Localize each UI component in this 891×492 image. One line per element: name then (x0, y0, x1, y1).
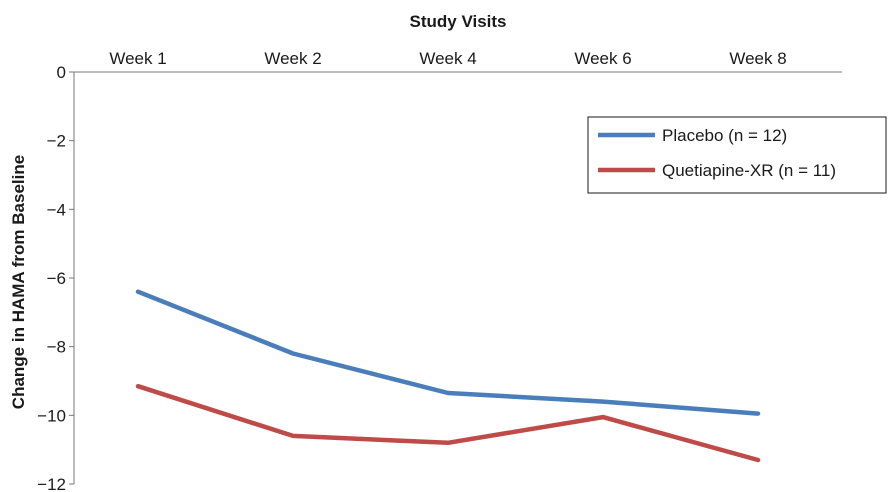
legend-box (587, 116, 887, 194)
series-line-placebo (135, 289, 761, 416)
series-lines (135, 289, 761, 463)
y-tick-label: −12 (37, 475, 66, 492)
x-tick-labels: Week 1 Week 2 Week 4 Week 6 Week 8 (109, 49, 786, 68)
x-tick-label: Week 8 (729, 49, 786, 68)
x-tick-label: Week 1 (109, 49, 166, 68)
y-tick-label: −2 (47, 132, 66, 151)
x-tick-label: Week 2 (264, 49, 321, 68)
y-tick-label: −4 (47, 200, 66, 219)
legend-label: Placebo (n = 12) (662, 126, 787, 145)
series-line-quetiapine-xr (135, 383, 761, 463)
legend: Placebo (n = 12) Quetiapine-XR (n = 11) (587, 116, 887, 194)
y-tick-labels: 0 −2 −4 −6 −8 −10 −12 (37, 63, 74, 492)
legend-label: Quetiapine-XR (n = 11) (662, 161, 836, 180)
x-tick-label: Week 4 (419, 49, 476, 68)
y-tick-label: 0 (57, 63, 66, 82)
y-axis-title: Change in HAMA from Baseline (9, 155, 28, 409)
x-tick-label: Week 6 (574, 49, 631, 68)
y-tick-label: −8 (47, 338, 66, 357)
x-axis-title: Study Visits (410, 12, 507, 31)
y-tick-label: −6 (47, 269, 66, 288)
y-tick-label: −10 (37, 406, 66, 425)
